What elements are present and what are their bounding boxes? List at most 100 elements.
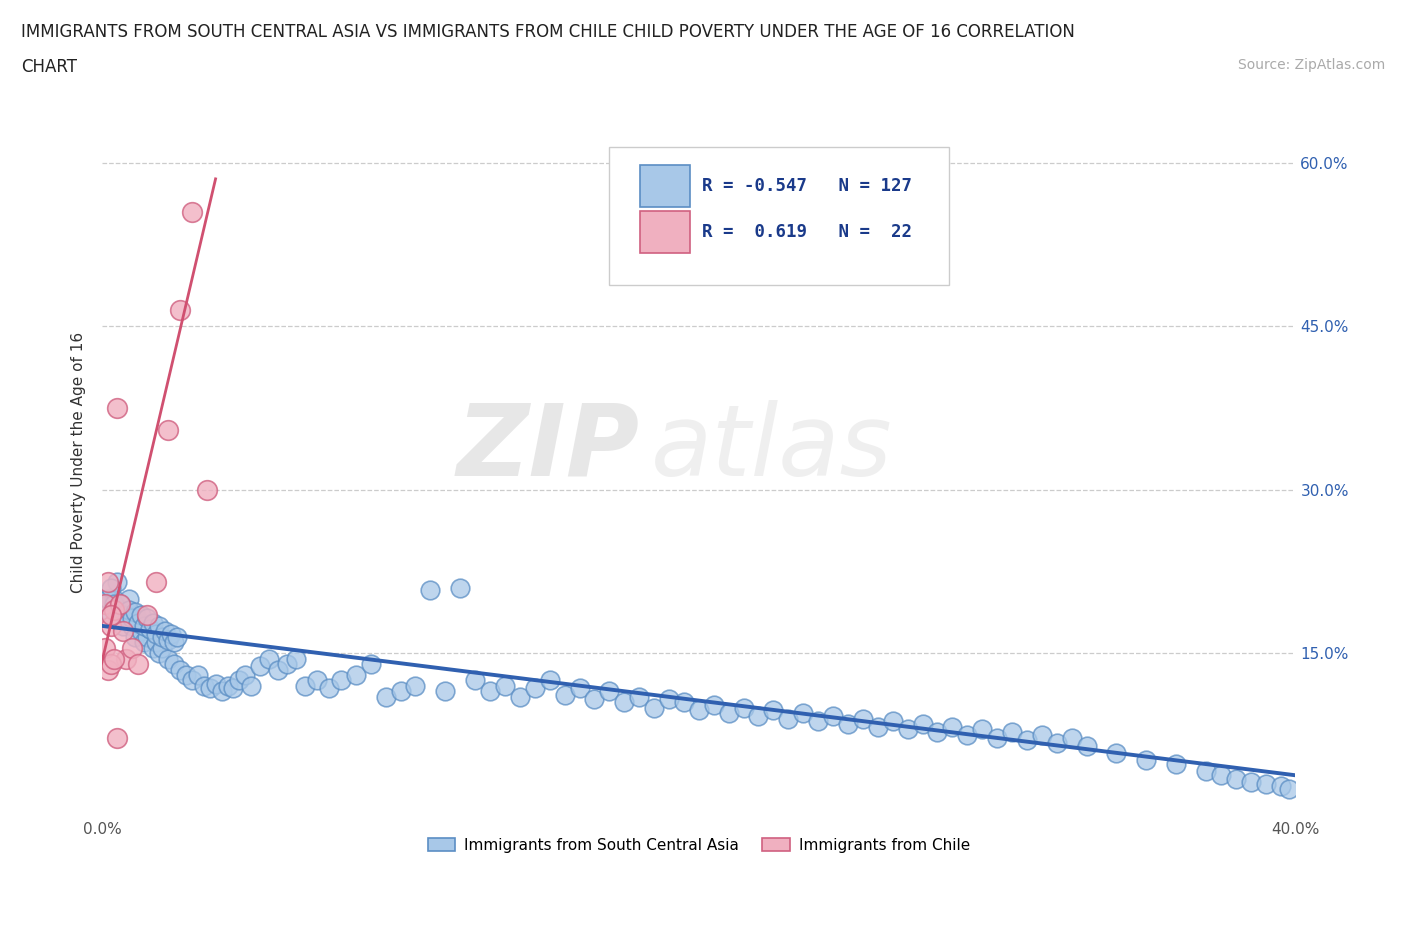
Point [136, 611, 159, 626]
Point [145, 575, 167, 590]
Point [823, 709, 845, 724]
Point [112, 607, 135, 622]
Point [211, 684, 233, 698]
Point [100, 657, 122, 671]
Point [240, 678, 263, 693]
Point [464, 673, 486, 688]
Point [1240, 775, 1263, 790]
Point [195, 482, 218, 497]
Point [1060, 731, 1083, 746]
Text: Source: ZipAtlas.com: Source: ZipAtlas.com [1237, 58, 1385, 72]
Point [198, 681, 221, 696]
Point [972, 722, 994, 737]
Point [1076, 738, 1098, 753]
Point [927, 724, 949, 739]
Point [360, 657, 382, 671]
Point [139, 622, 162, 637]
Point [204, 676, 226, 691]
Point [97, 591, 120, 606]
Point [142, 640, 165, 655]
Point [180, 205, 202, 219]
Point [127, 657, 149, 671]
Point [193, 678, 215, 693]
Point [538, 673, 561, 688]
Text: ZIP: ZIP [456, 400, 640, 497]
Point [118, 591, 141, 606]
Point [318, 681, 340, 696]
Point [866, 720, 889, 735]
Point [276, 657, 298, 671]
Point [105, 401, 128, 416]
Point [305, 673, 328, 688]
Point [1105, 746, 1128, 761]
Point [897, 722, 920, 737]
Point [108, 597, 131, 612]
Point [583, 692, 606, 707]
Point [100, 618, 122, 633]
Point [156, 651, 179, 666]
Point [124, 604, 146, 619]
Point [163, 635, 186, 650]
Point [434, 684, 457, 698]
Point [986, 731, 1008, 746]
Point [103, 602, 125, 617]
Point [1015, 733, 1038, 748]
Point [105, 607, 128, 622]
Point [762, 702, 785, 717]
Point [1166, 757, 1188, 772]
Point [105, 575, 128, 590]
Point [153, 624, 176, 639]
Point [329, 673, 352, 688]
Point [613, 695, 636, 710]
Point [837, 717, 859, 732]
Point [1135, 752, 1157, 767]
Point [129, 624, 152, 639]
Text: CHART: CHART [21, 58, 77, 75]
Point [494, 678, 516, 693]
Point [807, 713, 830, 728]
Point [1209, 768, 1232, 783]
Point [703, 698, 725, 713]
Point [115, 651, 138, 666]
Point [156, 632, 179, 647]
Point [285, 651, 308, 666]
Point [717, 706, 740, 721]
Point [103, 597, 125, 612]
Point [105, 731, 128, 746]
Text: atlas: atlas [651, 400, 893, 497]
Point [100, 607, 122, 622]
Point [100, 607, 122, 622]
Point [374, 689, 396, 704]
Point [180, 673, 202, 688]
Point [121, 611, 143, 626]
Point [187, 668, 209, 683]
Point [228, 673, 250, 688]
Point [132, 618, 155, 633]
Point [882, 713, 904, 728]
Point [118, 602, 141, 617]
Point [150, 640, 173, 655]
Point [235, 668, 257, 683]
Point [941, 720, 963, 735]
Point [672, 695, 695, 710]
Point [523, 681, 546, 696]
FancyBboxPatch shape [640, 211, 690, 253]
Point [108, 597, 131, 612]
Point [778, 711, 800, 726]
Point [643, 700, 665, 715]
Point [169, 662, 191, 677]
Text: R = -0.547   N = 127: R = -0.547 N = 127 [703, 178, 912, 195]
Point [733, 700, 755, 715]
Point [124, 630, 146, 644]
Point [103, 651, 125, 666]
Point [115, 607, 138, 622]
Point [1031, 727, 1053, 742]
Point [103, 591, 125, 606]
Point [174, 668, 197, 683]
Point [132, 635, 155, 650]
Point [449, 580, 471, 595]
Point [127, 615, 149, 630]
Point [419, 582, 441, 597]
Point [142, 615, 165, 630]
Point [1001, 724, 1024, 739]
